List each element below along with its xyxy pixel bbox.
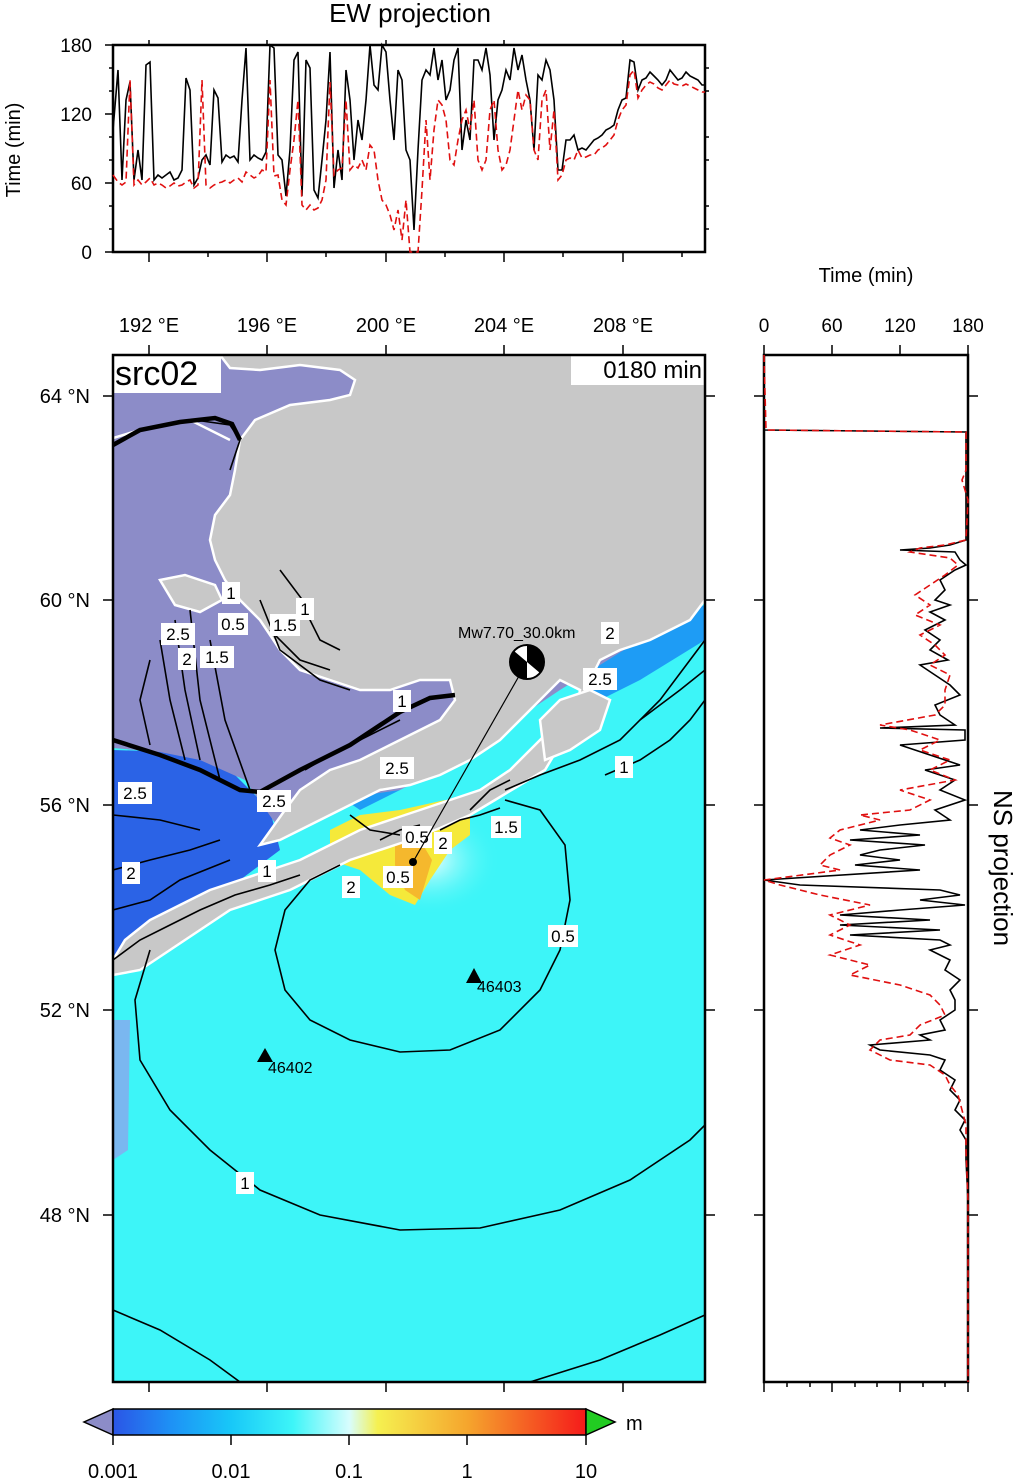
contour-label: 0.5 bbox=[221, 615, 245, 634]
lon-tick-label: 196 °E bbox=[237, 315, 297, 337]
ew-observed-arrival-line bbox=[112, 68, 705, 253]
lat-tick-label: 52 °N bbox=[40, 1000, 90, 1022]
ns-simulated-arrival-line bbox=[763, 355, 969, 1382]
map-frame bbox=[111, 353, 707, 1384]
lon-tick-label: 200 °E bbox=[356, 315, 416, 337]
contour-label-boxes: 2.5 2 1.5 1 0.5 2.5 2 1 2.5 1 1.5 0.5 1 … bbox=[118, 582, 633, 1194]
colorbar-unit: m bbox=[626, 1413, 643, 1435]
ns-observed-arrival-line bbox=[763, 354, 969, 1382]
contour-label: 2 bbox=[346, 878, 355, 897]
focal-mechanism-compression bbox=[509, 644, 545, 680]
colorbar-tick-label: 0.1 bbox=[335, 1461, 363, 1481]
contour-label: 0.5 bbox=[551, 927, 575, 946]
source-leader-line bbox=[412, 661, 528, 863]
map-lon-labels: 192 °E 196 °E 200 °E 204 °E 208 °E bbox=[119, 315, 653, 337]
contour-label: 1 bbox=[619, 758, 628, 777]
ns-xticks: 0 60 120 180 bbox=[759, 316, 984, 337]
ew-ytick-label: 180 bbox=[60, 36, 92, 57]
ew-ytick-label: 120 bbox=[60, 105, 92, 126]
ew-tick-marks bbox=[105, 40, 709, 262]
ns-xtick-label: 120 bbox=[884, 316, 916, 337]
ew-plot-frame bbox=[111, 43, 707, 254]
contour-label: 0.5 bbox=[386, 868, 410, 887]
colorbar-gradient bbox=[112, 1408, 587, 1436]
ns-plot-frame bbox=[762, 353, 970, 1384]
map-tick-marks bbox=[103, 345, 715, 1392]
src-label-box bbox=[113, 355, 221, 393]
ns-tick-marks bbox=[754, 345, 978, 1392]
ew-ylabel: Time (min) bbox=[3, 103, 25, 198]
station-46402: 46402 bbox=[257, 1048, 313, 1077]
contour-label: 1.5 bbox=[494, 818, 518, 837]
contour-label: 2 bbox=[438, 834, 447, 853]
ns-xtick-label: 0 bbox=[759, 316, 770, 337]
ew-yticks: 0 60 120 180 bbox=[60, 36, 92, 264]
station-label: 46403 bbox=[477, 979, 522, 996]
time-label-box bbox=[571, 355, 705, 385]
lat-tick-label: 64 °N bbox=[40, 386, 90, 408]
ew-ytick-label: 60 bbox=[71, 174, 92, 195]
contour-label: 1 bbox=[300, 600, 309, 619]
map-source-label: src02 bbox=[115, 355, 198, 393]
contour-label: 2.5 bbox=[166, 625, 190, 644]
colorbar-tick-label: 0.001 bbox=[88, 1461, 138, 1481]
land-region bbox=[538, 688, 612, 762]
contour-label: 2 bbox=[126, 864, 135, 883]
ns-panel-title: NS projection bbox=[988, 790, 1017, 946]
lat-tick-label: 48 °N bbox=[40, 1205, 90, 1227]
ew-simulated-arrival-line bbox=[112, 42, 705, 231]
contour-label: 0.5 bbox=[405, 828, 429, 847]
contour-label: 2 bbox=[605, 624, 614, 643]
light-blue-shelf-edge bbox=[113, 1020, 130, 1160]
ew-panel-title: EW projection bbox=[329, 0, 491, 28]
map-panel: 192 °E 196 °E 200 °E 204 °E 208 °E 64 °N… bbox=[40, 315, 715, 1392]
ns-projection-panel: Time (min) 0 60 120 180 NS projection bbox=[754, 265, 1017, 1392]
colorbar-tick-label: 1 bbox=[461, 1461, 472, 1481]
ns-xtick-label: 60 bbox=[821, 316, 842, 337]
earthquake-source: Mw7.70_30.0km bbox=[409, 625, 575, 866]
contour-label: 2.5 bbox=[588, 670, 612, 689]
station-triangle-icon bbox=[466, 968, 482, 983]
lon-tick-label: 192 °E bbox=[119, 315, 179, 337]
station-label: 46402 bbox=[268, 1060, 313, 1077]
colorbar-high-triangle bbox=[585, 1407, 617, 1437]
colorbar-tick-labels: 0.001 0.01 0.1 1 10 bbox=[88, 1461, 597, 1481]
ns-xtick-label: 180 bbox=[952, 316, 984, 337]
map-time-label: 0180 min bbox=[603, 357, 702, 384]
colorbar: m 0.001 0.01 0.1 1 10 bbox=[82, 1407, 643, 1481]
colorbar-tick-label: 0.01 bbox=[212, 1461, 251, 1481]
land-region bbox=[113, 355, 705, 977]
station-46403: 46403 bbox=[466, 968, 522, 996]
ns-xlabel: Time (min) bbox=[819, 265, 914, 287]
lon-tick-label: 208 °E bbox=[593, 315, 653, 337]
contour-label: 2.5 bbox=[123, 784, 147, 803]
contour-label: 1.5 bbox=[205, 648, 229, 667]
lat-tick-label: 60 °N bbox=[40, 590, 90, 612]
ew-projection-panel: EW projection Time (min) 0 60 120 180 bbox=[3, 0, 709, 264]
colorbar-tick-label: 10 bbox=[575, 1461, 597, 1481]
contour-label: 1 bbox=[226, 584, 235, 603]
contour-label: 1 bbox=[240, 1174, 249, 1193]
deep-blue-region bbox=[113, 750, 280, 965]
contour-label: 1 bbox=[262, 862, 271, 881]
contour-label: 2 bbox=[182, 650, 191, 669]
contour-label: 1 bbox=[397, 692, 406, 711]
colorbar-tick-marks bbox=[112, 1435, 587, 1445]
colorbar-low-triangle bbox=[82, 1407, 114, 1437]
contour-label: 2.5 bbox=[262, 792, 286, 811]
lat-tick-label: 56 °N bbox=[40, 795, 90, 817]
station-triangle-icon bbox=[257, 1048, 273, 1062]
map-lat-labels: 64 °N 60 °N 56 °N 52 °N 48 °N bbox=[40, 386, 90, 1227]
contour-label: 1.5 bbox=[273, 616, 297, 635]
ew-ytick-label: 0 bbox=[81, 243, 92, 264]
contour-label: 2.5 bbox=[385, 759, 409, 778]
epicenter-marker bbox=[409, 858, 417, 866]
lon-tick-label: 204 °E bbox=[474, 315, 534, 337]
event-label: Mw7.70_30.0km bbox=[458, 625, 575, 642]
